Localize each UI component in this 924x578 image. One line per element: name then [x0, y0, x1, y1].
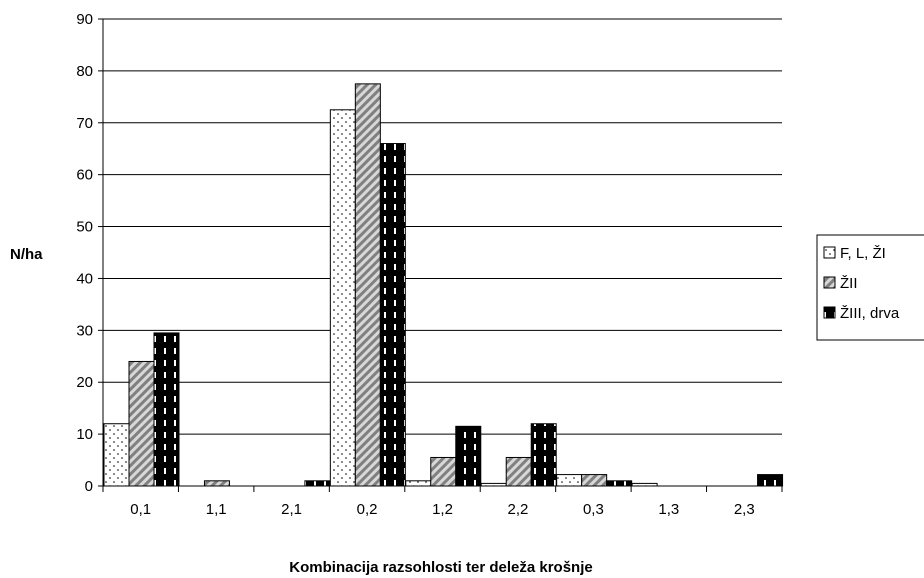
bar-3 [455, 425, 482, 487]
bar-3 [757, 474, 784, 487]
y-tick-label: 10 [76, 426, 93, 443]
y-tick-label: 50 [76, 219, 93, 236]
x-tick-label: 2,2 [508, 501, 529, 518]
x-tick-label: 0,1 [130, 501, 151, 518]
legend-swatch [823, 306, 836, 319]
y-tick-label: 40 [76, 270, 93, 287]
x-tick-label: 1,1 [206, 501, 227, 518]
tick-labels: 0 10 20 30 40 50 60 70 80 90 0,1 1,1 2,1 0,2 1,2 2,2 0,3… [76, 11, 754, 518]
bar-3 [379, 143, 406, 487]
bar-2 [505, 456, 532, 487]
legend-swatch [823, 276, 836, 289]
axes [98, 18, 783, 492]
x-tick-label: 2,1 [281, 501, 302, 518]
bar-3 [153, 332, 180, 487]
bar-1 [103, 423, 130, 487]
bar-2 [430, 456, 457, 487]
y-tick-label: 80 [76, 63, 93, 80]
x-tick-label: 1,2 [432, 501, 453, 518]
bar-2 [203, 480, 230, 487]
legend-swatch [823, 246, 836, 259]
bar-2 [128, 360, 155, 487]
bar-1 [556, 474, 583, 487]
bar-2 [581, 474, 608, 487]
x-tick-label: 0,3 [583, 501, 604, 518]
bar-3 [530, 423, 557, 487]
legend-label: ŽII [840, 275, 858, 292]
bars [103, 83, 784, 487]
y-tick-label: 20 [76, 374, 93, 391]
legend-label: ŽIII, drva [840, 305, 900, 322]
bar-2 [354, 83, 381, 487]
x-axis-title: Kombinacija razsohlosti ter deleža krošn… [289, 559, 592, 576]
gridlines [103, 18, 782, 435]
x-tick-label: 0,2 [357, 501, 378, 518]
y-tick-label: 60 [76, 167, 93, 184]
x-tick-label: 2,3 [734, 501, 755, 518]
legend: F, L, ŽI ŽII ŽIII, drva [816, 234, 924, 341]
y-axis-title: N/ha [10, 246, 43, 263]
bar-3 [304, 480, 331, 487]
y-tick-label: 30 [76, 322, 93, 339]
bar-3 [606, 480, 633, 487]
y-tick-label: 0 [85, 478, 93, 495]
bar-1 [329, 109, 356, 487]
y-tick-label: 90 [76, 11, 93, 28]
bar-1 [405, 480, 432, 487]
legend-label: F, L, ŽI [840, 245, 886, 262]
y-tick-label: 70 [76, 115, 93, 132]
x-tick-label: 1,3 [658, 501, 679, 518]
